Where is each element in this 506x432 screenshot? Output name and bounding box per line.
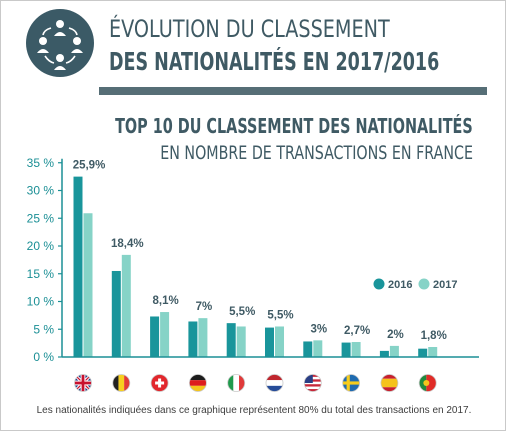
y-tick-label: 35 % (27, 156, 55, 170)
legend-label-2016: 2016 (388, 279, 412, 291)
data-label: 25,9% (73, 160, 106, 172)
bar-2017 (275, 326, 284, 357)
y-tick-label: 30 % (27, 184, 55, 198)
y-tick-label: 10 % (27, 295, 55, 309)
bar-2016 (111, 270, 121, 357)
bar-2017 (83, 213, 93, 357)
chart-subtitle: EN NOMBRE DE TRANSACTIONS EN FRANCE (160, 142, 473, 164)
data-label: 7% (196, 301, 213, 313)
switzerland-flag-icon (150, 374, 169, 392)
bar-2017 (428, 347, 438, 357)
spain-flag-icon (380, 374, 399, 392)
data-label: 2% (387, 329, 404, 341)
y-tick-label: 15 % (27, 267, 55, 281)
legend-swatch-2017 (418, 278, 430, 290)
page-title-line1: ÉVOLUTION DU CLASSEMENT (109, 15, 390, 43)
data-label: 5,5% (229, 306, 255, 318)
bar-2016 (379, 350, 389, 357)
bar-2017 (313, 340, 323, 357)
italy-flag-icon (227, 374, 246, 392)
bar-2017 (351, 342, 361, 357)
bar-2016 (188, 321, 198, 357)
data-label: 2,7% (344, 325, 370, 337)
legend-swatch-2016 (373, 278, 385, 290)
bar-2016 (303, 341, 313, 357)
netherlands-flag-icon (265, 374, 284, 392)
y-tick-label: 0 % (33, 350, 54, 364)
germany-flag-icon (188, 374, 207, 392)
y-tick-label: 5 % (33, 322, 54, 336)
people-exchange-icon (26, 9, 94, 77)
uk-flag-icon (74, 374, 92, 392)
bar-2016 (265, 327, 274, 357)
portugal-flag-icon (418, 374, 437, 392)
chart-title: TOP 10 DU CLASSEMENT DES NATIONALITÉS (115, 114, 473, 138)
belgium-flag-icon (112, 374, 131, 392)
bar-2017 (160, 312, 170, 357)
bar-2017 (198, 318, 208, 357)
header-divider (99, 87, 487, 95)
bar-2016 (226, 323, 236, 357)
bar-2017 (389, 345, 399, 357)
page-title-line2: DES NATIONALITÉS EN 2017/2016 (109, 47, 440, 76)
legend-label-2017: 2017 (433, 279, 457, 291)
data-label: 5,5% (267, 309, 293, 321)
y-tick-label: 20 % (27, 239, 55, 253)
usa-flag-icon (303, 374, 322, 392)
data-label: 1,8% (421, 330, 447, 342)
bar-2017 (236, 326, 246, 357)
data-label: 18,4% (111, 238, 144, 250)
footnote: Les nationalités indiquées dans ce graph… (36, 405, 472, 416)
data-label: 8,1% (152, 295, 178, 307)
bar-2017 (121, 254, 131, 357)
bar-2016 (418, 348, 428, 357)
bar-2016 (150, 316, 160, 357)
sweden-flag-icon (342, 374, 361, 392)
data-label: 3% (310, 323, 327, 335)
bar-2016 (341, 342, 351, 357)
bar-2016 (73, 176, 83, 357)
y-tick-label: 25 % (27, 211, 55, 225)
